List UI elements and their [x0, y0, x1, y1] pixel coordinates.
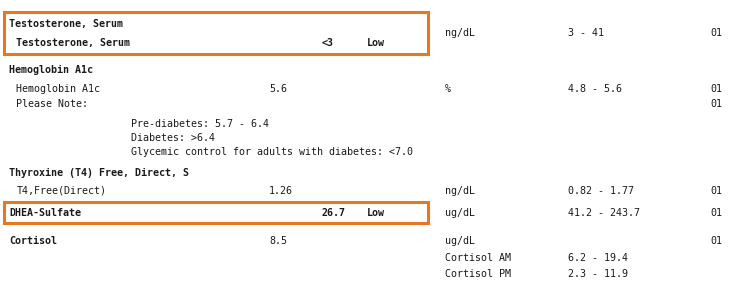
Text: ug/dL: ug/dL	[445, 207, 475, 218]
Text: ng/dL: ng/dL	[445, 28, 475, 38]
Text: 41.2 - 243.7: 41.2 - 243.7	[568, 207, 640, 218]
Text: T4,Free(Direct): T4,Free(Direct)	[16, 186, 106, 196]
Text: 2.3 - 11.9: 2.3 - 11.9	[568, 269, 628, 279]
Text: Diabetes: >6.4: Diabetes: >6.4	[131, 133, 215, 143]
Text: Pre-diabetes: 5.7 - 6.4: Pre-diabetes: 5.7 - 6.4	[131, 119, 269, 129]
Text: Low: Low	[367, 38, 384, 48]
Text: Cortisol PM: Cortisol PM	[445, 269, 511, 279]
Text: 8.5: 8.5	[269, 236, 287, 246]
Text: Testosterone, Serum: Testosterone, Serum	[9, 19, 123, 29]
Text: 4.8 - 5.6: 4.8 - 5.6	[568, 84, 622, 94]
Text: 0.82 - 1.77: 0.82 - 1.77	[568, 186, 634, 196]
Text: 6.2 - 19.4: 6.2 - 19.4	[568, 252, 628, 263]
Text: Cortisol: Cortisol	[9, 236, 57, 246]
Text: Please Note:: Please Note:	[16, 99, 88, 109]
Text: %: %	[445, 84, 451, 94]
Text: 01: 01	[711, 84, 723, 94]
Text: Low: Low	[367, 207, 384, 218]
Text: Testosterone, Serum: Testosterone, Serum	[16, 38, 130, 48]
Text: 1.26: 1.26	[269, 186, 293, 196]
Text: Hemoglobin A1c: Hemoglobin A1c	[16, 84, 100, 94]
Text: Hemoglobin A1c: Hemoglobin A1c	[9, 65, 93, 75]
Text: Glycemic control for adults with diabetes: <7.0: Glycemic control for adults with diabete…	[131, 147, 413, 157]
Text: 01: 01	[711, 186, 723, 196]
Text: 01: 01	[711, 28, 723, 38]
Text: <3: <3	[322, 38, 334, 48]
Text: 01: 01	[711, 236, 723, 246]
Text: 26.7: 26.7	[322, 207, 346, 218]
Text: Thyroxine (T4) Free, Direct, S: Thyroxine (T4) Free, Direct, S	[9, 168, 189, 178]
Text: 5.6: 5.6	[269, 84, 287, 94]
Text: ng/dL: ng/dL	[445, 186, 475, 196]
Text: 01: 01	[711, 207, 723, 218]
Text: ug/dL: ug/dL	[445, 236, 475, 246]
Text: 01: 01	[711, 99, 723, 109]
Text: DHEA-Sulfate: DHEA-Sulfate	[9, 207, 81, 218]
Text: 3 - 41: 3 - 41	[568, 28, 604, 38]
Text: Cortisol AM: Cortisol AM	[445, 252, 511, 263]
